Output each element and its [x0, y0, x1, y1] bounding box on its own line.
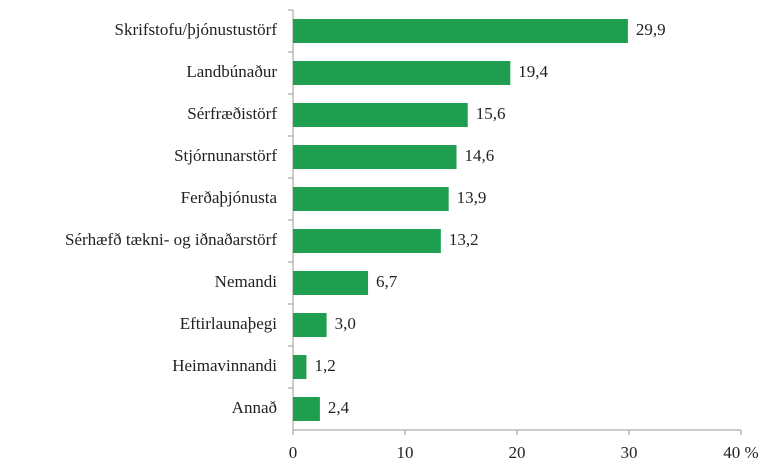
y-tick-label: Stjórnunarstörf [174, 146, 277, 165]
y-tick-label: Sérhæfð tækni- og iðnaðarstörf [65, 230, 277, 249]
y-tick-label: Heimavinnandi [172, 356, 277, 375]
x-tick-label: 0 [289, 443, 298, 462]
x-tick-label: 30 [621, 443, 638, 462]
bar [293, 229, 441, 253]
value-label: 2,4 [328, 398, 350, 417]
value-label: 14,6 [465, 146, 495, 165]
value-label: 3,0 [335, 314, 356, 333]
y-tick-label: Landbúnaður [186, 62, 277, 81]
value-label: 13,2 [449, 230, 479, 249]
bar [293, 271, 369, 295]
x-tick-label: 10 [397, 443, 414, 462]
bar [293, 187, 449, 211]
bar [293, 19, 628, 43]
y-tick-label: Eftirlaunaþegi [180, 314, 278, 333]
value-label: 29,9 [636, 20, 666, 39]
value-label: 19,4 [518, 62, 548, 81]
y-tick-label: Nemandi [215, 272, 278, 291]
x-tick-label: 20 [509, 443, 526, 462]
y-tick-label: Annað [232, 398, 277, 417]
bar [293, 313, 327, 337]
bar [293, 103, 468, 127]
x-tick-label: 40 % [723, 443, 758, 462]
bar [293, 355, 307, 379]
y-tick-label: Skrifstofu/þjónustustörf [115, 20, 278, 39]
value-label: 6,7 [376, 272, 398, 291]
value-label: 1,2 [314, 356, 335, 375]
bar [293, 397, 320, 421]
y-tick-label: Ferðaþjónusta [181, 188, 278, 207]
value-label: 13,9 [457, 188, 487, 207]
bar [293, 61, 511, 85]
value-label: 15,6 [476, 104, 506, 123]
y-tick-label: Sérfræðistörf [187, 104, 277, 123]
bar [293, 145, 457, 169]
